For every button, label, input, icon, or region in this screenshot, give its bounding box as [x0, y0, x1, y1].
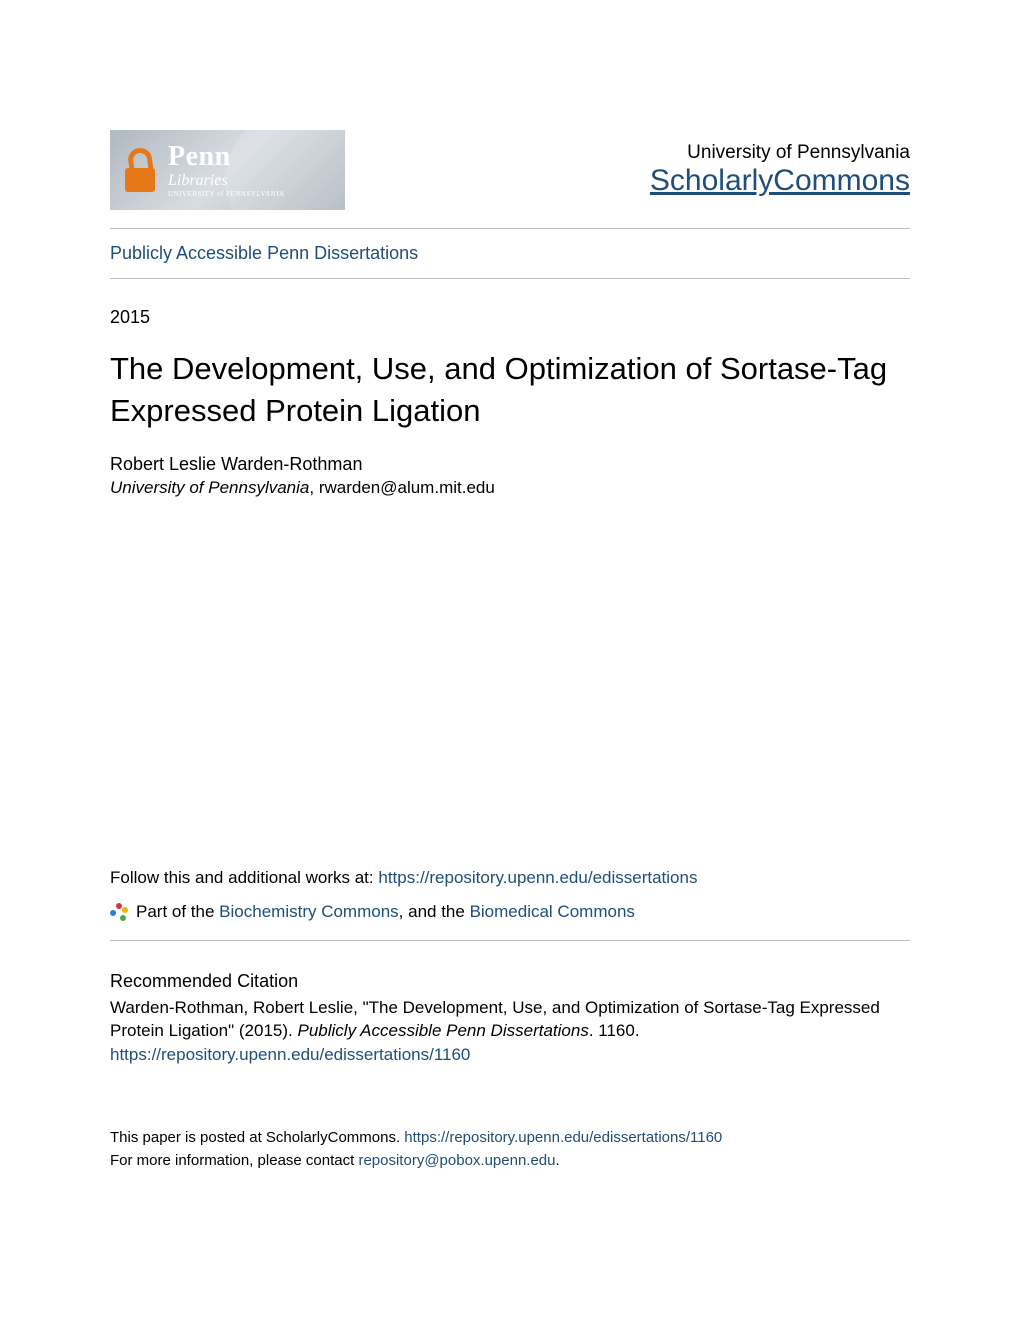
logo-text: Penn Libraries UNIVERSITY of PENNSYLVANI… [168, 143, 285, 198]
penn-libraries-logo: Penn Libraries UNIVERSITY of PENNSYLVANI… [110, 130, 345, 210]
follow-section: Follow this and additional works at: htt… [110, 868, 910, 1172]
paper-title: The Development, Use, and Optimization o… [110, 348, 910, 432]
citation-block: Recommended Citation Warden-Rothman, Rob… [110, 971, 910, 1067]
open-access-lock-icon [122, 148, 158, 192]
citation-text: Warden-Rothman, Robert Leslie, "The Deve… [110, 996, 910, 1067]
citation-series: Publicly Accessible Penn Dissertations [297, 1021, 588, 1040]
header-right: University of Pennsylvania ScholarlyComm… [650, 142, 910, 198]
footer-line1-prefix: This paper is posted at ScholarlyCommons… [110, 1129, 404, 1146]
footer-line2-suffix: . [555, 1152, 559, 1169]
logo-line2: Libraries [168, 173, 285, 189]
collection-link[interactable]: Publicly Accessible Penn Dissertations [110, 243, 418, 263]
affiliation-institution: University of Pennsylvania [110, 478, 309, 497]
footer-line2-prefix: For more information, please contact [110, 1152, 358, 1169]
publication-year: 2015 [110, 307, 910, 328]
partof-line: Part of the Biochemistry Commons, and th… [110, 902, 910, 922]
footer-contact-email-link[interactable]: repository@pobox.upenn.edu [358, 1152, 555, 1169]
partof-link-biomedical[interactable]: Biomedical Commons [470, 902, 635, 921]
footer-text: This paper is posted at ScholarlyCommons… [110, 1127, 910, 1172]
university-name: University of Pennsylvania [650, 142, 910, 164]
logo-line1: Penn [168, 143, 285, 171]
page-container: Penn Libraries UNIVERSITY of PENNSYLVANI… [0, 0, 1020, 1232]
partof-text: Part of the Biochemistry Commons, and th… [136, 902, 635, 922]
author-name: Robert Leslie Warden-Rothman [110, 454, 910, 475]
citation-suffix: . 1160. [589, 1021, 640, 1040]
scholarlycommons-link[interactable]: ScholarlyCommons [650, 164, 910, 197]
partof-prefix: Part of the [136, 902, 219, 921]
citation-heading: Recommended Citation [110, 971, 910, 992]
citation-url-link[interactable]: https://repository.upenn.edu/edissertati… [110, 1045, 470, 1064]
header: Penn Libraries UNIVERSITY of PENNSYLVANI… [110, 130, 910, 210]
affiliation-email: , rwarden@alum.mit.edu [309, 478, 494, 497]
partof-mid: , and the [399, 902, 470, 921]
follow-prefix: Follow this and additional works at: [110, 868, 378, 887]
partof-link-biochemistry[interactable]: Biochemistry Commons [219, 902, 399, 921]
divider-mid [110, 278, 910, 279]
divider-citation [110, 940, 910, 941]
footer-line1-link[interactable]: https://repository.upenn.edu/edissertati… [404, 1129, 722, 1146]
author-affiliation: University of Pennsylvania, rwarden@alum… [110, 478, 910, 498]
collection-row: Publicly Accessible Penn Dissertations [110, 229, 910, 278]
follow-line: Follow this and additional works at: htt… [110, 868, 910, 888]
follow-url-link[interactable]: https://repository.upenn.edu/edissertati… [378, 868, 697, 887]
network-icon [110, 903, 128, 921]
logo-line3: UNIVERSITY of PENNSYLVANIA [168, 191, 285, 198]
